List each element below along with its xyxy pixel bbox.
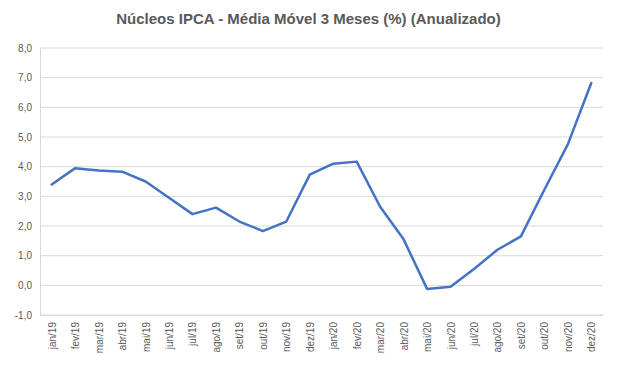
title: Núcleos IPCA - Média Móvel 3 Meses (%) (… <box>116 10 501 27</box>
y-tick-label: 0,0 <box>18 280 32 291</box>
x-tick: dez/19 <box>305 315 316 352</box>
x-tick: set/19 <box>234 315 245 349</box>
x-tick-label: nov/20 <box>563 322 574 352</box>
x-tick-label: set/20 <box>516 322 527 350</box>
y-tick-label: 2,0 <box>18 221 32 232</box>
grid-line <box>40 77 603 78</box>
x-tick-label: jul/20 <box>469 322 480 347</box>
x-tick: mar/20 <box>375 315 386 353</box>
x-tick-label: ago/20 <box>492 322 503 353</box>
grid-line <box>40 285 603 286</box>
x-tick-label: ago/19 <box>211 322 222 353</box>
y-tick: 7,0 <box>18 72 40 83</box>
y-tick-label: 7,0 <box>18 72 32 83</box>
y-tick-label: 6,0 <box>18 102 32 113</box>
y-tick-label: 5,0 <box>18 132 32 143</box>
x-tick-label: dez/19 <box>305 322 316 352</box>
x-tick-label: jul/19 <box>187 322 198 347</box>
y-tick: 3,0 <box>18 191 40 202</box>
x-tick-label: jan/20 <box>328 322 339 351</box>
x-tick-label: nov/19 <box>281 322 292 352</box>
x-tick-label: abr/19 <box>117 322 128 351</box>
grid-line <box>40 226 603 227</box>
x-tick: out/19 <box>258 315 269 350</box>
y-tick-label: 1,0 <box>18 250 32 261</box>
x-tick: nov/19 <box>281 315 292 352</box>
y-tick: 2,0 <box>18 221 40 232</box>
grid-line <box>40 196 603 197</box>
y-tick: 0,0 <box>18 280 40 291</box>
x-tick: nov/20 <box>563 315 574 352</box>
y-tick: 4,0 <box>18 161 40 172</box>
x-tick: ago/19 <box>211 315 222 353</box>
y-tick: 8,0 <box>18 43 40 54</box>
grid <box>40 48 603 315</box>
x-tick: out/20 <box>539 315 550 350</box>
y-tick: -1,0 <box>15 310 40 321</box>
x-tick: jan/20 <box>328 315 339 350</box>
grid-line <box>40 48 603 49</box>
y-tick-label: -1,0 <box>15 310 33 321</box>
x-tick-label: fev/20 <box>352 322 363 350</box>
x-tick: jun/20 <box>446 315 457 350</box>
grid-line <box>40 315 603 316</box>
grid-line <box>40 166 603 167</box>
x-tick: abr/20 <box>399 315 410 350</box>
chart: Núcleos IPCA - Média Móvel 3 Meses (%) (… <box>0 0 617 368</box>
x-tick-label: jan/19 <box>47 322 58 351</box>
x-tick: jul/20 <box>469 315 480 347</box>
x-tick-label: mai/20 <box>422 322 433 352</box>
x-tick: jul/19 <box>187 315 198 347</box>
grid-line <box>40 255 603 256</box>
x-tick-label: mar/19 <box>94 322 105 354</box>
x-tick: dez/20 <box>586 315 597 352</box>
x-tick: fev/20 <box>352 315 363 349</box>
x-tick: ago/20 <box>492 315 503 353</box>
x-tick-label: dez/20 <box>586 322 597 352</box>
line <box>52 83 592 289</box>
y-tick-label: 3,0 <box>18 191 32 202</box>
x-tick-label: abr/20 <box>399 322 410 351</box>
x-tick: mai/19 <box>141 315 152 352</box>
grid-line <box>40 137 603 138</box>
x-tick: jan/19 <box>47 315 58 350</box>
x-tick-label: mar/20 <box>375 322 386 354</box>
x-axis: jan/19 fev/19 mar/19 abr/19 mai/19 jun/19 jul/… <box>41 315 604 353</box>
x-tick: fev/19 <box>70 315 81 349</box>
x-tick: jun/19 <box>164 315 175 350</box>
x-tick-label: out/19 <box>258 322 269 350</box>
x-tick-label: mai/19 <box>141 322 152 352</box>
y-tick-label: 8,0 <box>18 43 32 54</box>
y-tick: 1,0 <box>18 250 40 261</box>
y-tick: 6,0 <box>18 102 40 113</box>
x-tick: mar/19 <box>94 315 105 353</box>
x-tick-label: fev/19 <box>70 322 81 350</box>
x-tick-label: set/19 <box>234 322 245 350</box>
x-axis-line <box>41 315 604 316</box>
x-tick: set/20 <box>516 315 527 349</box>
grid-line <box>40 107 603 108</box>
x-tick-label: jun/20 <box>446 322 457 351</box>
y-axis-line <box>40 49 41 316</box>
plot: -1,0 0,0 1,0 2,0 3,0 4,0 5,0 6,0 7,0 8,0 jan/19 fev… <box>15 43 604 353</box>
x-tick-label: jun/19 <box>164 322 175 351</box>
x-tick: abr/19 <box>117 315 128 350</box>
y-tick: 5,0 <box>18 132 40 143</box>
y-axis: -1,0 0,0 1,0 2,0 3,0 4,0 5,0 6,0 7,0 8,0 <box>15 43 41 321</box>
x-tick-label: out/20 <box>539 322 550 350</box>
y-tick-label: 4,0 <box>18 161 32 172</box>
series <box>52 83 592 289</box>
x-tick: mai/20 <box>422 315 433 352</box>
